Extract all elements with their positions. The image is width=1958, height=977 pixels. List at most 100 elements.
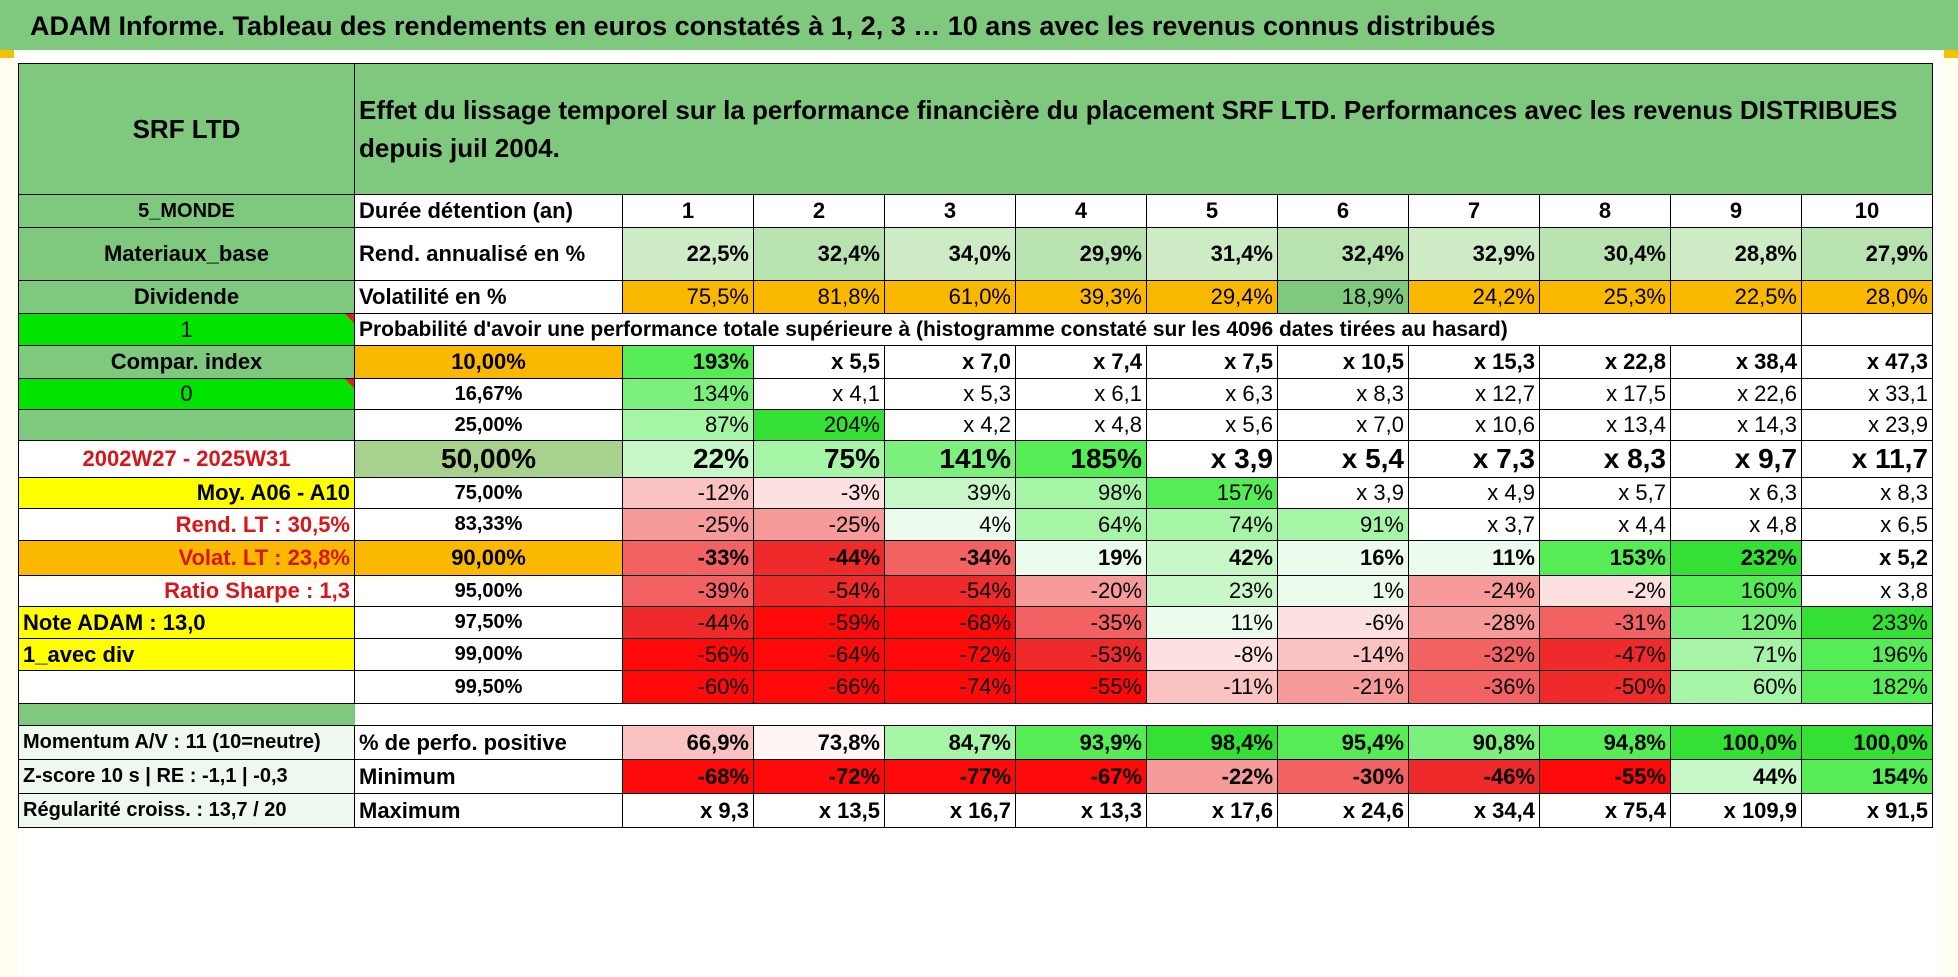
annualized-return-label: Rend. annualisé en % bbox=[354, 227, 623, 281]
empty-cell bbox=[18, 670, 355, 704]
annualized-return-value: 32,9% bbox=[1408, 227, 1540, 281]
right-gutter bbox=[1940, 50, 1958, 977]
positive-performance-value: 95,4% bbox=[1277, 725, 1409, 760]
annualized-return-value: 28,8% bbox=[1670, 227, 1802, 281]
probability-value: -47% bbox=[1539, 638, 1671, 671]
probability-value: x 4,2 bbox=[884, 409, 1016, 441]
flag-zero-cell: 0 bbox=[18, 378, 355, 410]
probability-value: x 4,8 bbox=[1670, 508, 1802, 541]
probability-value: x 5,3 bbox=[884, 378, 1016, 410]
probability-value: -25% bbox=[753, 508, 885, 541]
income-cell: Dividende bbox=[18, 280, 355, 314]
year-header: 7 bbox=[1408, 194, 1540, 228]
volatility-value: 81,8% bbox=[753, 280, 885, 314]
dividend-mode-cell: 1_avec div bbox=[18, 638, 355, 671]
probability-value: x 23,9 bbox=[1801, 409, 1933, 441]
probability-value: -12% bbox=[622, 477, 754, 509]
probability-value: -64% bbox=[753, 638, 885, 671]
probability-value: 1% bbox=[1277, 575, 1409, 607]
threshold-cell: 16,67% bbox=[354, 378, 623, 410]
minimum-value: -30% bbox=[1277, 759, 1409, 794]
probability-value: -55% bbox=[1015, 670, 1147, 704]
probability-value: x 6,5 bbox=[1801, 508, 1933, 541]
threshold-cell: 95,00% bbox=[354, 575, 623, 607]
year-header: 1 bbox=[622, 194, 754, 228]
volatility-value: 75,5% bbox=[622, 280, 754, 314]
probability-value: -20% bbox=[1015, 575, 1147, 607]
probability-value: -24% bbox=[1408, 575, 1540, 607]
year-header: 5 bbox=[1146, 194, 1278, 228]
sector-cell: Materiaux_base bbox=[18, 227, 355, 281]
probability-value: x 4,1 bbox=[753, 378, 885, 410]
momentum-cell: Momentum A/V : 11 (10=neutre) bbox=[18, 725, 355, 760]
probability-value: 232% bbox=[1670, 540, 1802, 576]
volatility-label: Volatilité en % bbox=[354, 280, 623, 314]
year-header: 9 bbox=[1670, 194, 1802, 228]
probability-value: 39% bbox=[884, 477, 1016, 509]
probability-value: x 10,6 bbox=[1408, 409, 1540, 441]
probability-value: 193% bbox=[622, 345, 754, 379]
table-description: Effet du lissage temporel sur la perform… bbox=[354, 63, 1933, 195]
probability-value: x 13,4 bbox=[1539, 409, 1671, 441]
probability-value: x 6,3 bbox=[1146, 378, 1278, 410]
zscore-cell: Z-score 10 s | RE : -1,1 | -0,3 bbox=[18, 759, 355, 794]
minimum-value: 44% bbox=[1670, 759, 1802, 794]
minimum-value: -72% bbox=[753, 759, 885, 794]
probability-value: 196% bbox=[1801, 638, 1933, 671]
probability-value: x 5,2 bbox=[1801, 540, 1933, 576]
probability-value: -36% bbox=[1408, 670, 1540, 704]
probability-value: -14% bbox=[1277, 638, 1409, 671]
annualized-return-value: 32,4% bbox=[1277, 227, 1409, 281]
annualized-return-value: 29,9% bbox=[1015, 227, 1147, 281]
probability-value: 11% bbox=[1408, 540, 1540, 576]
probability-value: -33% bbox=[622, 540, 754, 576]
probability-value: x 4,4 bbox=[1539, 508, 1671, 541]
probability-value: x 6,3 bbox=[1670, 477, 1802, 509]
probability-value: 75% bbox=[753, 440, 885, 478]
probability-value: 71% bbox=[1670, 638, 1802, 671]
regularity-cell: Régularité croiss. : 13,7 / 20 bbox=[18, 793, 355, 828]
probability-value: x 5,5 bbox=[753, 345, 885, 379]
annualized-return-value: 30,4% bbox=[1539, 227, 1671, 281]
probability-value: 4% bbox=[884, 508, 1016, 541]
volatility-value: 25,3% bbox=[1539, 280, 1671, 314]
annualized-return-value: 32,4% bbox=[753, 227, 885, 281]
probability-value: -32% bbox=[1408, 638, 1540, 671]
probability-value: -21% bbox=[1277, 670, 1409, 704]
probability-value: x 9,7 bbox=[1670, 440, 1802, 478]
positive-performance-value: 100,0% bbox=[1670, 725, 1802, 760]
spacer-cell bbox=[354, 703, 1933, 726]
compar-index-cell: Compar. index bbox=[18, 345, 355, 379]
fund-name-cell: SRF LTD bbox=[18, 63, 355, 195]
probability-value: x 5,6 bbox=[1146, 409, 1278, 441]
probability-value: -31% bbox=[1539, 606, 1671, 639]
probability-value: x 5,4 bbox=[1277, 440, 1409, 478]
adam-score-cell: Note ADAM : 13,0 bbox=[18, 606, 355, 639]
annualized-return-value: 22,5% bbox=[622, 227, 754, 281]
empty-cell bbox=[1801, 313, 1933, 346]
year-header: 10 bbox=[1801, 194, 1933, 228]
year-header: 8 bbox=[1539, 194, 1671, 228]
volatility-value: 24,2% bbox=[1408, 280, 1540, 314]
probability-value: 42% bbox=[1146, 540, 1278, 576]
threshold-cell: 10,00% bbox=[354, 345, 623, 379]
probability-value: -53% bbox=[1015, 638, 1147, 671]
probability-header: Probabilité d'avoir une performance tota… bbox=[354, 313, 1802, 346]
empty-green-cell bbox=[18, 409, 355, 441]
probability-value: x 11,7 bbox=[1801, 440, 1933, 478]
probability-value: -11% bbox=[1146, 670, 1278, 704]
maximum-value: x 9,3 bbox=[622, 793, 754, 828]
maximum-value: x 75,4 bbox=[1539, 793, 1671, 828]
maximum-value: x 16,7 bbox=[884, 793, 1016, 828]
year-header: 6 bbox=[1277, 194, 1409, 228]
probability-value: -50% bbox=[1539, 670, 1671, 704]
annualized-return-value: 31,4% bbox=[1146, 227, 1278, 281]
probability-value: x 10,5 bbox=[1277, 345, 1409, 379]
probability-value: 185% bbox=[1015, 440, 1147, 478]
minimum-value: 154% bbox=[1801, 759, 1933, 794]
threshold-cell: 25,00% bbox=[354, 409, 623, 441]
maximum-label: Maximum bbox=[354, 793, 623, 828]
positive-performance-value: 84,7% bbox=[884, 725, 1016, 760]
probability-value: 204% bbox=[753, 409, 885, 441]
probability-value: x 5,7 bbox=[1539, 477, 1671, 509]
